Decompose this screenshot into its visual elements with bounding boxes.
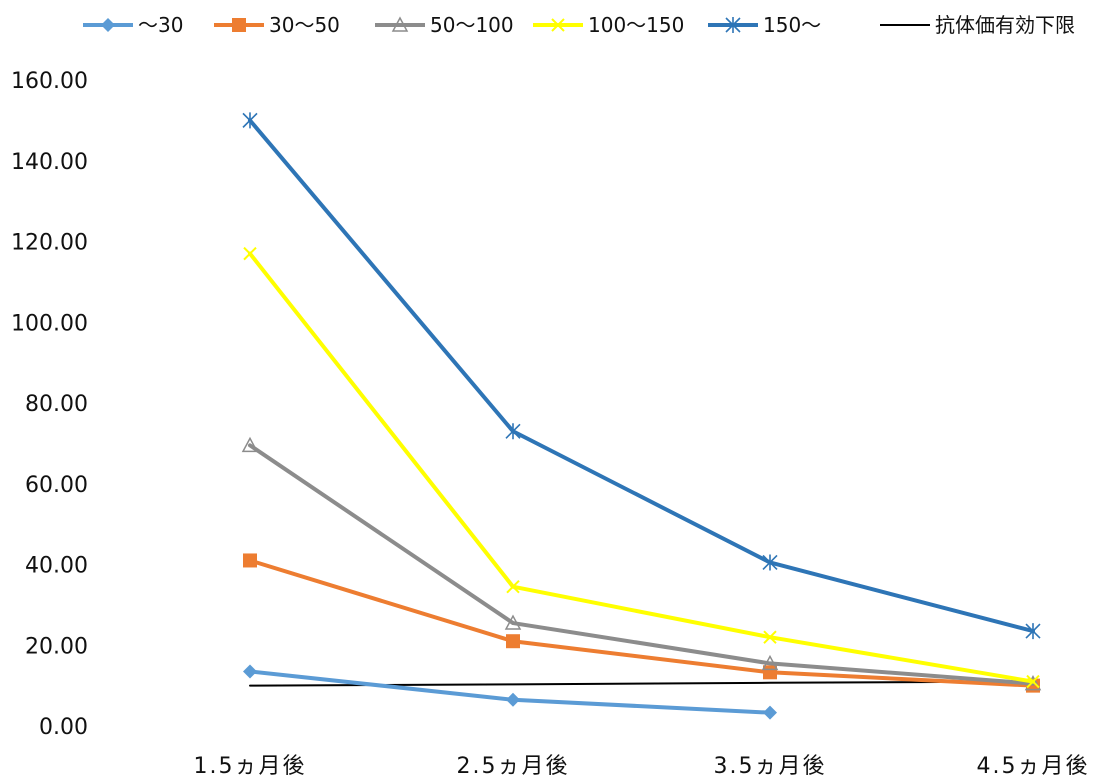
legend-item: 抗体価有効下限 xyxy=(880,13,1075,37)
marker-point xyxy=(725,17,741,33)
x-tick-label: 3.5ヵ月後 xyxy=(714,754,827,779)
y-tick-label: 140.00 xyxy=(11,150,88,175)
marker-point xyxy=(243,246,257,261)
series-4 xyxy=(242,112,1041,640)
series-line xyxy=(248,669,772,715)
series-line xyxy=(248,443,1035,686)
series-line xyxy=(248,558,1035,688)
series-line xyxy=(248,118,1035,634)
legend-label: 100〜150 xyxy=(588,13,684,37)
marker-point xyxy=(1024,675,1042,691)
marker-point xyxy=(762,554,778,571)
marker-point xyxy=(243,553,257,568)
x-axis: 1.5ヵ月後 2.5ヵ月後 3.5ヵ月後 4.5ヵ月後 xyxy=(194,754,1090,779)
marker-point xyxy=(232,18,246,32)
y-tick-label: 160.00 xyxy=(11,69,88,94)
marker-point xyxy=(506,579,520,594)
legend-label: 150〜 xyxy=(763,13,821,37)
legend-item: 〜30 xyxy=(83,13,183,37)
x-tick-label: 2.5ヵ月後 xyxy=(457,754,570,779)
marker-point xyxy=(763,705,777,720)
plot-area xyxy=(241,112,1042,720)
marker-point xyxy=(504,614,522,630)
marker-point xyxy=(506,634,520,649)
legend: 〜30 30〜50 50〜100 100〜150 150〜 抗体価有効下限 xyxy=(83,13,1075,37)
y-tick-label: 100.00 xyxy=(11,311,88,336)
series-line xyxy=(248,251,1035,684)
legend-label: 30〜50 xyxy=(269,13,340,37)
y-tick-label: 40.00 xyxy=(25,554,88,579)
y-tick-label: 120.00 xyxy=(11,231,88,256)
series-3 xyxy=(243,246,1040,689)
legend-label: 抗体価有効下限 xyxy=(935,13,1075,37)
series-1 xyxy=(243,553,1040,693)
marker-point xyxy=(243,664,257,679)
marker-point xyxy=(242,112,258,129)
y-tick-label: 60.00 xyxy=(25,473,88,498)
y-axis: 0.00 20.00 40.00 60.00 80.00 100.00 120.00 140.… xyxy=(11,69,88,740)
marker-point xyxy=(241,436,259,453)
legend-label: 50〜100 xyxy=(430,13,514,37)
marker-point xyxy=(761,654,779,671)
marker-point xyxy=(1025,623,1041,640)
legend-item: 50〜100 xyxy=(375,13,514,37)
marker-point xyxy=(505,423,521,440)
marker-point xyxy=(391,16,409,32)
y-tick-label: 80.00 xyxy=(25,392,88,417)
marker-point xyxy=(1026,674,1040,689)
marker-point xyxy=(551,18,565,32)
series-2 xyxy=(241,436,1042,691)
legend-label: 〜30 xyxy=(138,13,183,37)
x-tick-label: 4.5ヵ月後 xyxy=(977,754,1090,779)
marker-point xyxy=(101,18,115,32)
marker-point xyxy=(763,630,777,644)
series-0 xyxy=(243,664,777,720)
legend-item: 30〜50 xyxy=(214,13,340,37)
x-tick-label: 1.5ヵ月後 xyxy=(194,754,307,779)
legend-item: 150〜 xyxy=(708,13,821,37)
marker-point xyxy=(506,692,520,707)
marker-point xyxy=(763,665,777,680)
legend-item: 100〜150 xyxy=(533,13,684,37)
y-tick-label: 20.00 xyxy=(25,634,88,659)
y-tick-label: 0.00 xyxy=(39,715,88,740)
